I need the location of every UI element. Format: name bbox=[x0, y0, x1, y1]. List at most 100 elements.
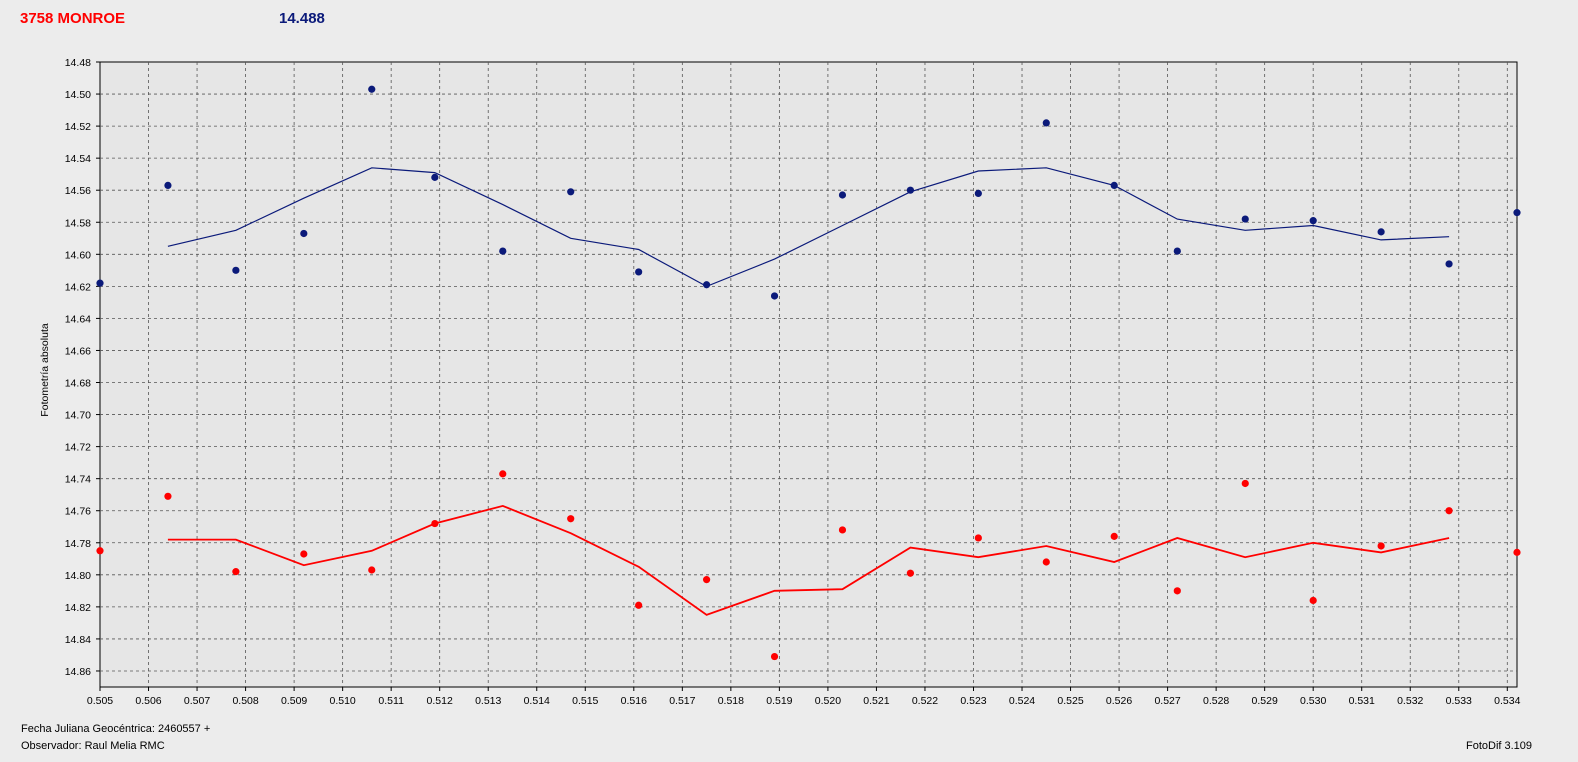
grid bbox=[100, 62, 1517, 687]
x-tick-label: 0.509 bbox=[281, 695, 307, 707]
x-tick-label: 0.505 bbox=[87, 695, 113, 707]
data-point bbox=[1513, 548, 1521, 556]
data-point bbox=[702, 281, 711, 289]
x-tick-label: 0.507 bbox=[184, 695, 210, 707]
data-point bbox=[368, 85, 376, 93]
data-point bbox=[838, 526, 847, 534]
data-point bbox=[567, 515, 575, 523]
x-tick-label: 0.512 bbox=[427, 695, 453, 707]
data-point bbox=[1445, 507, 1453, 515]
x-tick-label: 0.523 bbox=[960, 695, 986, 707]
reference-magnitude: 14.488 bbox=[279, 10, 325, 27]
y-tick-label: 14.64 bbox=[65, 313, 91, 325]
y-tick-label: 14.68 bbox=[65, 378, 91, 390]
y-tick-label: 14.86 bbox=[65, 666, 91, 678]
series-points bbox=[96, 85, 1521, 661]
y-tick-label: 14.80 bbox=[65, 570, 91, 582]
data-point bbox=[906, 569, 915, 577]
x-tick-label: 0.527 bbox=[1154, 695, 1180, 707]
x-tick-label: 0.522 bbox=[912, 695, 938, 707]
observer-label: Observador: Raul Melia RMC bbox=[21, 740, 165, 752]
x-tick-label: 0.528 bbox=[1203, 695, 1229, 707]
julian-date-label: Fecha Juliana Geocéntrica: 2460557 + bbox=[21, 723, 211, 735]
data-point bbox=[1309, 596, 1317, 605]
data-point bbox=[1241, 215, 1249, 223]
data-point bbox=[1241, 479, 1249, 488]
data-point bbox=[232, 568, 240, 576]
data-point bbox=[499, 247, 507, 255]
data-point bbox=[974, 534, 982, 542]
ticks: 0.505 0.506 0.507 0.508 0.509 0.510 0.511 0.512… bbox=[65, 57, 1521, 707]
x-tick-label: 0.513 bbox=[475, 695, 501, 707]
data-point bbox=[1445, 260, 1453, 268]
data-point bbox=[1110, 532, 1118, 540]
data-point bbox=[567, 188, 575, 196]
data-point bbox=[232, 266, 240, 274]
y-tick-label: 14.72 bbox=[65, 442, 91, 454]
x-tick-label: 0.514 bbox=[524, 695, 550, 707]
x-tick-label: 0.518 bbox=[718, 695, 744, 707]
x-tick-label: 0.515 bbox=[572, 695, 598, 707]
x-tick-label: 0.533 bbox=[1446, 695, 1472, 707]
data-point bbox=[1377, 228, 1385, 236]
x-tick-label: 0.511 bbox=[378, 695, 404, 707]
series-line-1 bbox=[167, 167, 1450, 288]
data-point bbox=[300, 550, 308, 558]
x-tick-label: 0.508 bbox=[232, 695, 258, 707]
data-point bbox=[1173, 247, 1181, 255]
data-point bbox=[164, 492, 172, 500]
x-tick-label: 0.526 bbox=[1106, 695, 1132, 707]
y-axis-label: Fotometría absoluta bbox=[39, 323, 51, 417]
x-tick-label: 0.519 bbox=[766, 695, 792, 707]
data-point bbox=[1513, 209, 1521, 217]
data-point bbox=[96, 547, 104, 555]
x-tick-label: 0.521 bbox=[863, 695, 889, 707]
x-tick-label: 0.532 bbox=[1397, 695, 1423, 707]
x-tick-label: 0.520 bbox=[815, 695, 841, 707]
data-point bbox=[1309, 217, 1317, 225]
y-tick-label: 14.76 bbox=[65, 506, 91, 518]
software-version: FotoDif 3.109 bbox=[1466, 740, 1533, 752]
data-point bbox=[164, 181, 172, 189]
x-tick-label: 0.530 bbox=[1300, 695, 1326, 707]
data-point bbox=[431, 173, 439, 181]
series-line-2 bbox=[167, 504, 1450, 616]
data-point bbox=[1042, 119, 1050, 127]
data-point bbox=[770, 652, 779, 661]
series-lines bbox=[167, 167, 1450, 616]
x-tick-label: 0.534 bbox=[1494, 695, 1520, 707]
data-point bbox=[1377, 542, 1385, 550]
data-point bbox=[906, 186, 915, 194]
x-tick-label: 0.525 bbox=[1057, 695, 1083, 707]
data-point bbox=[499, 470, 507, 478]
y-tick-label: 14.70 bbox=[65, 410, 91, 422]
y-tick-label: 14.48 bbox=[65, 57, 91, 69]
y-tick-label: 14.62 bbox=[65, 281, 91, 293]
y-tick-label: 14.58 bbox=[65, 217, 91, 229]
data-point bbox=[838, 191, 847, 199]
y-tick-label: 14.60 bbox=[65, 249, 91, 261]
data-point bbox=[1173, 587, 1181, 595]
y-tick-label: 14.74 bbox=[65, 474, 91, 486]
x-tick-label: 0.524 bbox=[1009, 695, 1035, 707]
x-tick-label: 0.517 bbox=[669, 695, 695, 707]
data-point bbox=[702, 576, 711, 584]
x-tick-label: 0.531 bbox=[1349, 695, 1375, 707]
data-point bbox=[1110, 181, 1118, 189]
y-tick-label: 14.82 bbox=[65, 602, 91, 614]
x-tick-label: 0.510 bbox=[329, 695, 355, 707]
object-name: 3758 MONROE bbox=[20, 10, 126, 27]
x-tick-label: 0.516 bbox=[621, 695, 647, 707]
x-tick-label: 0.506 bbox=[135, 695, 161, 707]
data-point bbox=[974, 189, 982, 198]
y-tick-label: 14.50 bbox=[65, 89, 91, 101]
x-tick-label: 0.529 bbox=[1252, 695, 1278, 707]
data-point bbox=[1042, 558, 1050, 566]
y-tick-label: 14.54 bbox=[65, 153, 91, 165]
data-point bbox=[96, 279, 104, 287]
y-tick-label: 14.56 bbox=[65, 185, 91, 197]
data-point bbox=[635, 601, 643, 609]
y-tick-label: 14.84 bbox=[65, 634, 91, 646]
data-point bbox=[635, 268, 643, 276]
